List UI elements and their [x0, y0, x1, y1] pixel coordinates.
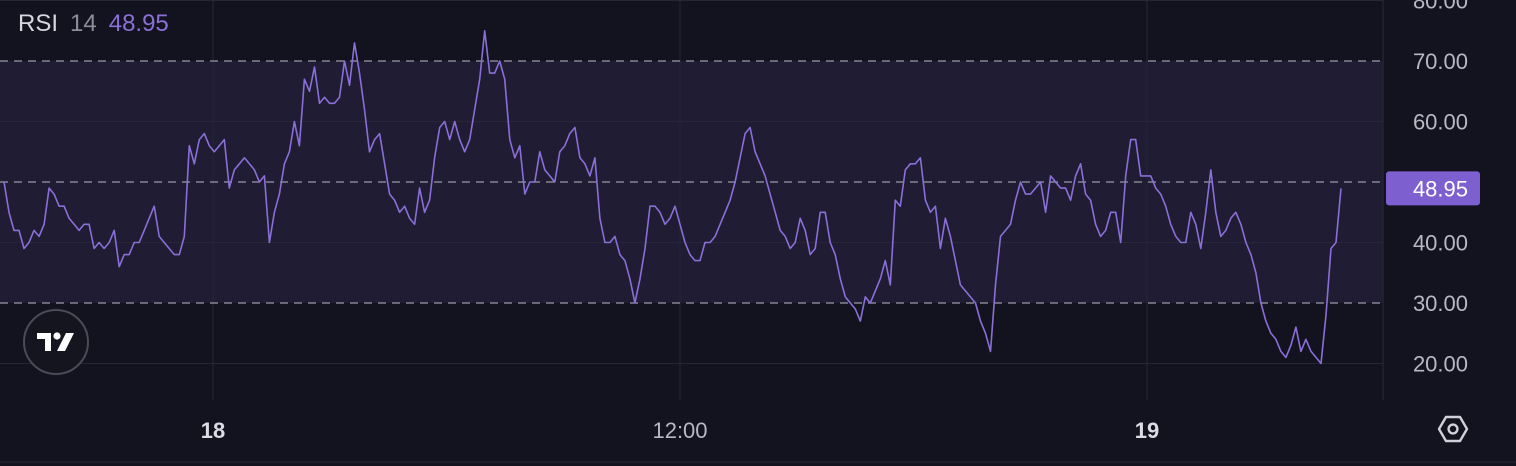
indicator-value: 48.95	[108, 10, 169, 37]
y-tick-label: 30.00	[1413, 291, 1468, 316]
settings-hexagon-icon[interactable]	[1436, 412, 1470, 446]
x-tick-label: 12:00	[652, 418, 707, 443]
y-tick-label: 80.00	[1413, 0, 1468, 14]
tradingview-logo-icon[interactable]	[23, 309, 89, 375]
rsi-line	[3, 29, 1342, 365]
current-value-badge	[1386, 171, 1480, 206]
indicator-legend[interactable]: RSI 14 48.95	[18, 10, 169, 38]
indicator-name: RSI	[18, 10, 59, 37]
x-tick-label: 19	[1135, 418, 1159, 443]
current-value-text: 48.95	[1413, 176, 1468, 201]
vertical-grid	[212, 0, 1148, 400]
x-tick-label: 18	[201, 418, 225, 443]
current-value-label: 48.95	[1386, 171, 1480, 206]
y-tick-label: 20.00	[1413, 352, 1468, 377]
horizontal-grid	[0, 0, 1383, 364]
indicator-length: 14	[70, 10, 97, 37]
y-tick-label: 60.00	[1413, 110, 1468, 135]
y-tick-label: 70.00	[1413, 49, 1468, 74]
y-tick-label: 40.00	[1413, 231, 1468, 256]
